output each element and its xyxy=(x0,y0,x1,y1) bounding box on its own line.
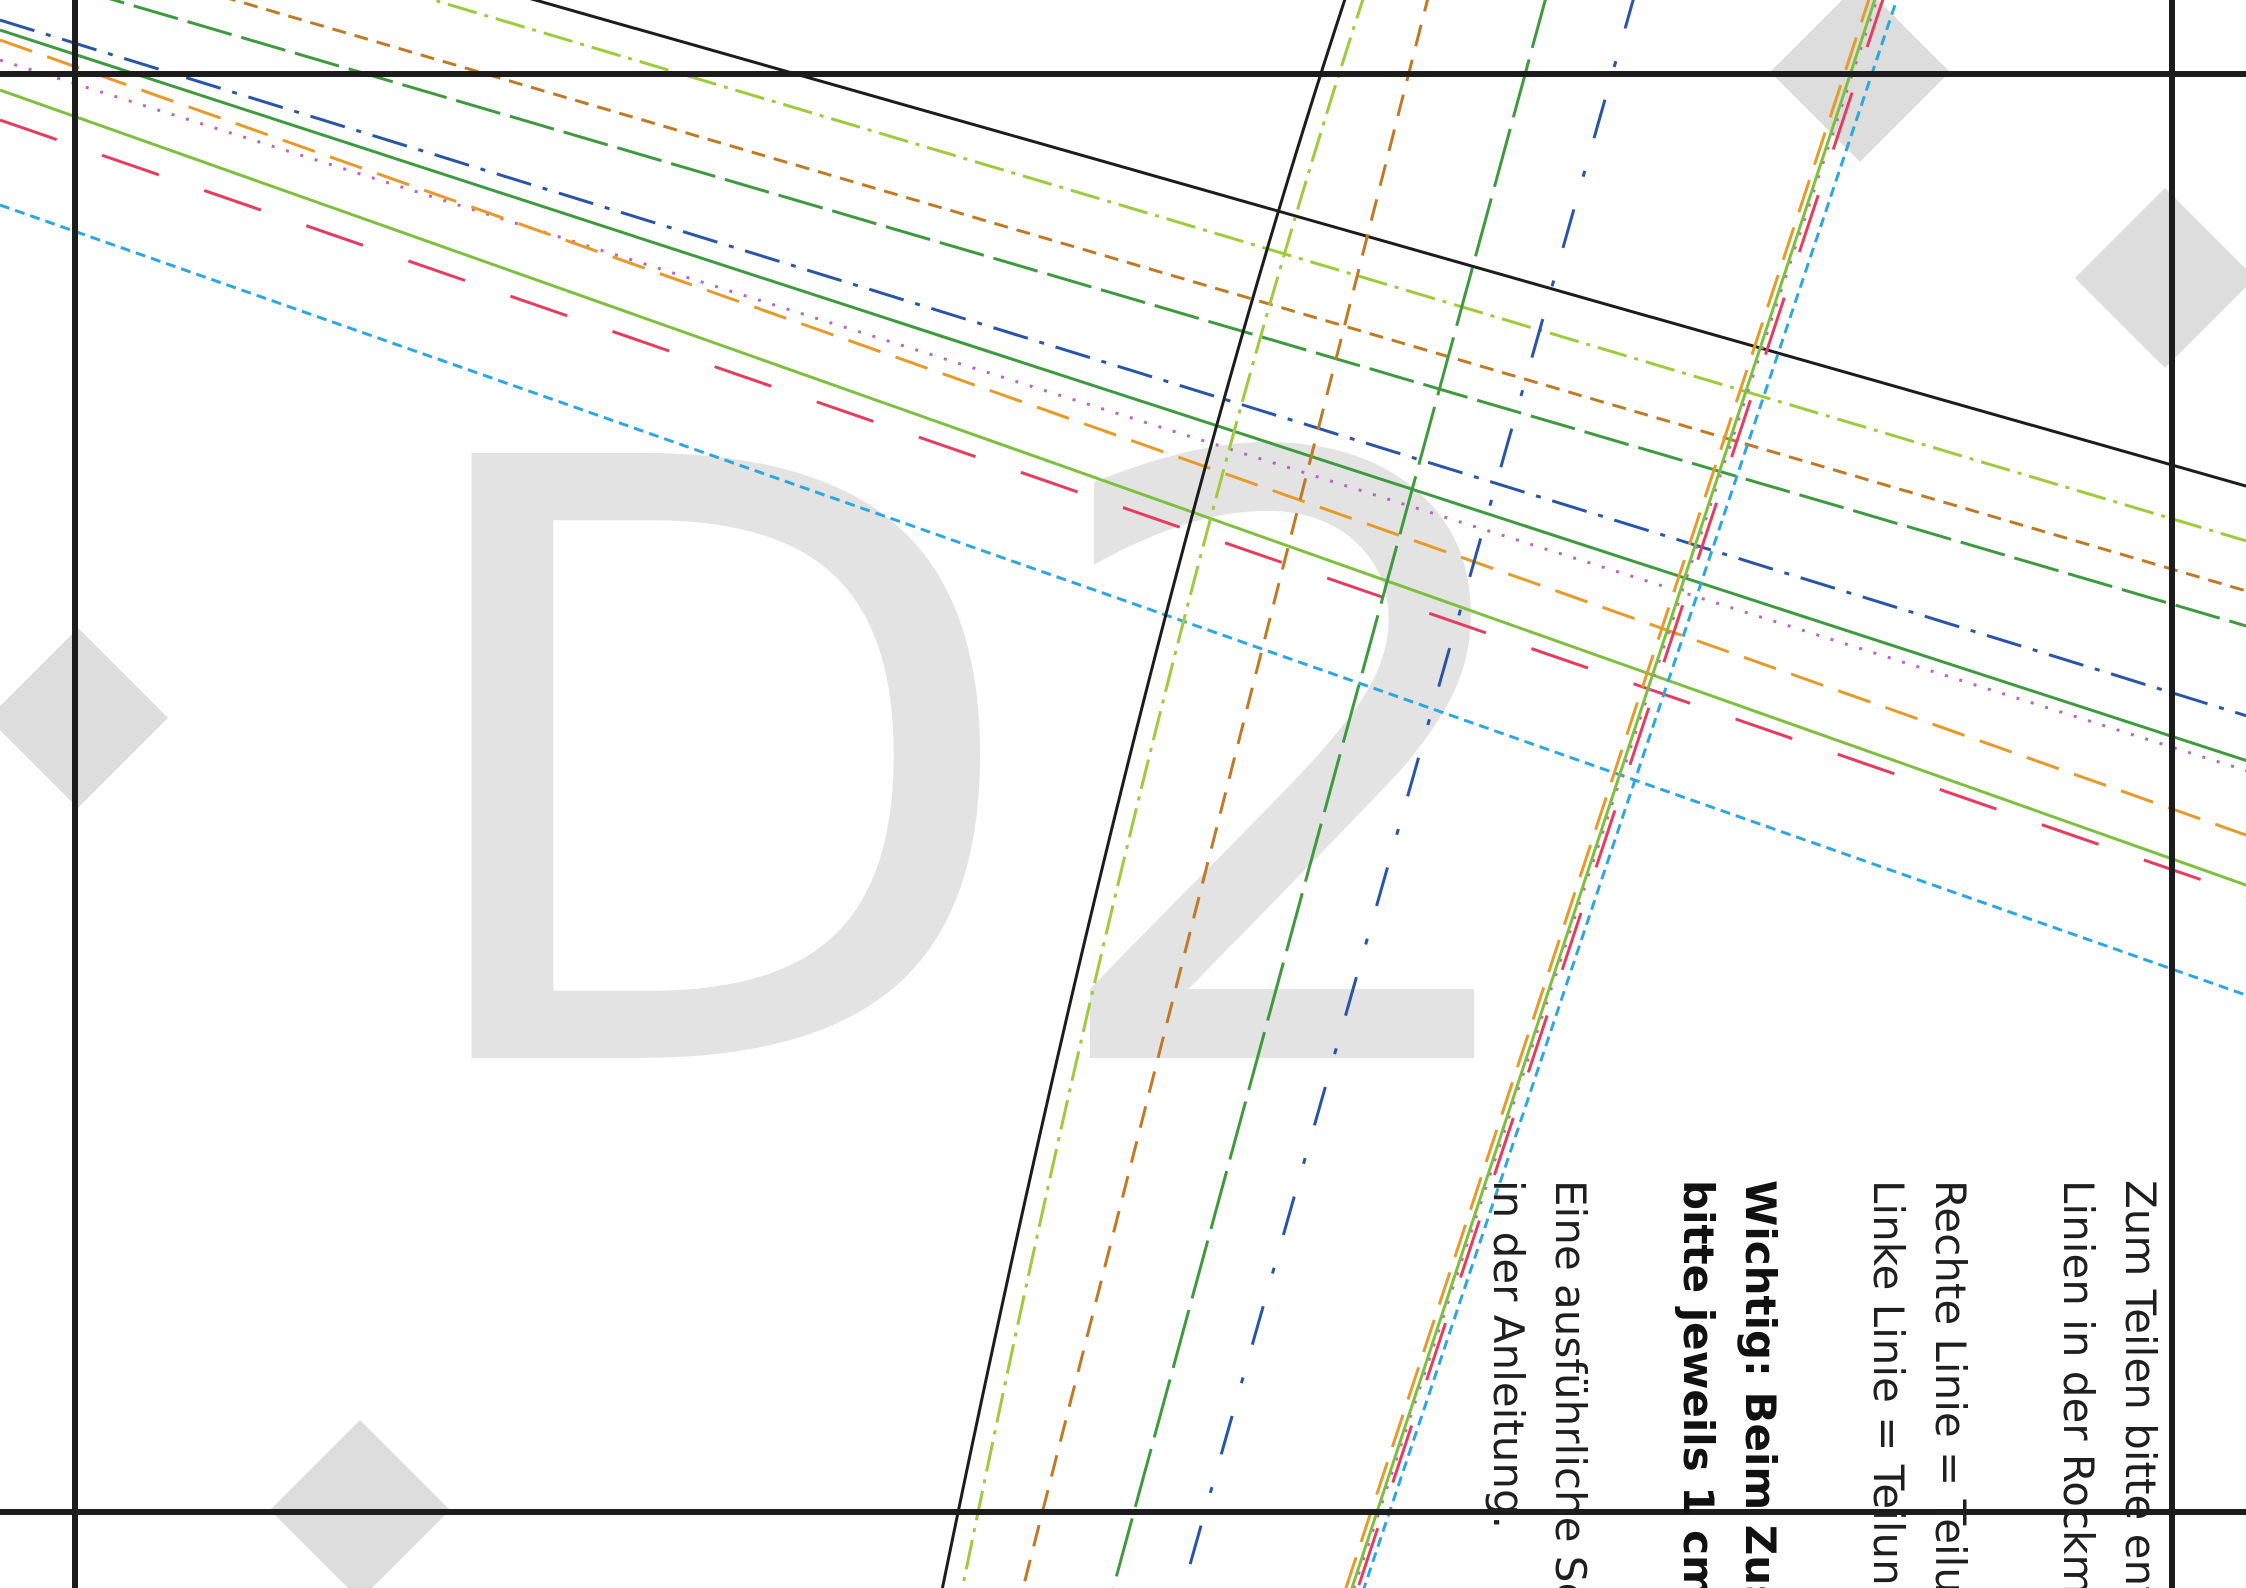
size-curve-lime xyxy=(960,0,1365,1588)
size-line-red xyxy=(0,118,2246,897)
size-line-cyan-steep xyxy=(1362,0,1899,1588)
more-info-line-1: Eine ausführliche Sc xyxy=(1546,1180,1595,1588)
size-line-purple xyxy=(0,58,2246,773)
size-line-blue xyxy=(0,18,2246,718)
diamond-marker-bottom xyxy=(270,1420,450,1588)
pattern-lines-steep xyxy=(940,0,1899,1588)
instruction-notes: Zum Teilen bitte ent Linien in der Rockm… xyxy=(1484,1180,2165,1588)
size-line-orange-steep xyxy=(1344,0,1871,1588)
size-line-lightgreen-steep xyxy=(1350,0,1877,1588)
warning-line-2: bitte jeweils 1 cm N xyxy=(1674,1180,1723,1588)
diamond-marker-top-right xyxy=(1770,0,1950,162)
size-line-brown-steep xyxy=(1021,0,1430,1588)
size-line-green-steep xyxy=(1111,0,1547,1588)
size-line-lime xyxy=(428,0,2246,543)
diamond-marker-left xyxy=(0,628,168,808)
note-line-2: Linien in der Rockm xyxy=(2054,1180,2103,1588)
diamond-marker-right xyxy=(2075,188,2246,368)
more-info-line-2: in der Anleitung. xyxy=(1484,1180,1533,1529)
size-line-lightgreen xyxy=(0,88,2246,887)
size-line-purple-steep xyxy=(1352,0,1879,1588)
pattern-lines-band xyxy=(0,0,2246,997)
size-curve-black xyxy=(940,0,1347,1588)
warning-line-1: Wichtig: Beim Zusc xyxy=(1736,1180,1785,1588)
size-line-blue-steep xyxy=(1181,0,1635,1588)
note-line-1: Zum Teilen bitte ent xyxy=(2116,1180,2165,1588)
page-label: D2 xyxy=(390,288,1557,1254)
note-line-4: Linke Linie = Teilung xyxy=(1864,1180,1913,1588)
size-line-green-2 xyxy=(0,28,2246,763)
note-line-3: Rechte Linie = Teilun xyxy=(1926,1180,1975,1588)
size-line-red-steep xyxy=(1356,0,1885,1588)
size-line-brown xyxy=(228,0,2246,593)
size-line-green xyxy=(108,0,2246,628)
